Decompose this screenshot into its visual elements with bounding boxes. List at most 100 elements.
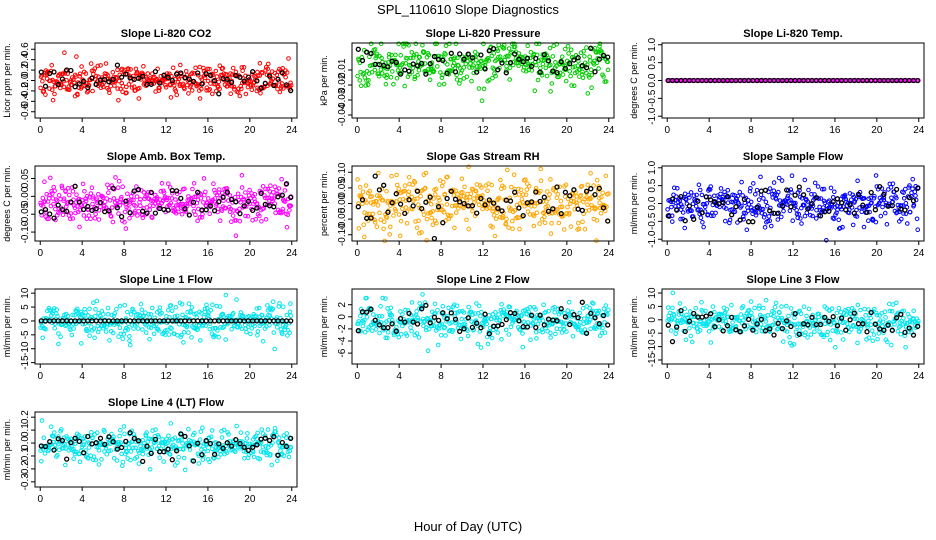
data-point — [471, 196, 477, 201]
reference-point — [402, 319, 408, 325]
x-tick-label: 0 — [37, 371, 43, 382]
reference-point — [266, 437, 273, 444]
reference-point — [42, 206, 49, 213]
data-point — [670, 290, 676, 296]
data-point — [476, 86, 482, 91]
data-point — [83, 198, 89, 204]
reference-point — [368, 50, 374, 57]
data-point — [168, 200, 174, 206]
data-point — [597, 41, 603, 47]
reference-point — [567, 321, 573, 328]
data-point — [472, 311, 478, 316]
y-axis-label: ml/min per min. — [629, 296, 639, 358]
data-point — [101, 312, 106, 317]
data-point — [520, 200, 526, 205]
x-tick-label: 4 — [706, 125, 712, 136]
data-point — [48, 175, 53, 181]
data-point — [422, 319, 428, 325]
data-point — [110, 330, 116, 336]
data-point — [87, 333, 92, 339]
reference-point — [254, 78, 260, 84]
data-point — [157, 455, 162, 461]
data-point — [237, 218, 243, 224]
data-point — [203, 189, 208, 195]
data-point — [117, 433, 122, 439]
data-point — [411, 53, 417, 58]
reference-point — [851, 210, 857, 216]
data-point — [412, 180, 418, 185]
data-point — [781, 339, 786, 344]
data-point — [102, 429, 107, 434]
reference-point — [474, 210, 480, 216]
data-point — [159, 181, 165, 186]
data-point — [720, 197, 726, 203]
reference-point — [152, 436, 159, 443]
data-point — [378, 41, 384, 47]
reference-point — [123, 198, 129, 204]
data-point — [754, 187, 760, 193]
data-point — [887, 308, 893, 314]
reference-point — [228, 79, 235, 86]
data-point — [547, 45, 553, 51]
x-tick-label: 24 — [603, 248, 615, 259]
y-tick-label: -15 — [20, 355, 31, 370]
data-point — [43, 209, 49, 215]
x-tick-label: 4 — [79, 371, 85, 382]
data-point — [474, 57, 479, 63]
data-point — [283, 74, 288, 80]
data-point — [238, 200, 243, 205]
data-point — [396, 334, 402, 340]
reference-point — [102, 441, 108, 448]
reference-point — [389, 58, 395, 64]
reference-point — [830, 314, 836, 320]
data-point — [863, 313, 869, 318]
data-point — [249, 326, 255, 331]
x-tick-label: 20 — [244, 125, 256, 136]
x-tick-label: 24 — [286, 494, 298, 505]
data-point — [179, 332, 184, 338]
x-tick-label: 16 — [519, 371, 531, 382]
y-tick-label: 0.2 — [20, 410, 31, 424]
data-point — [188, 83, 193, 88]
reference-point — [262, 201, 268, 208]
data-point — [749, 310, 754, 316]
reference-point — [707, 311, 714, 317]
reference-point — [490, 323, 497, 329]
data-point — [176, 454, 181, 460]
data-point — [152, 74, 157, 80]
data-point — [535, 77, 541, 83]
data-point — [546, 308, 552, 314]
data-point — [779, 214, 784, 220]
x-tick-label: 16 — [829, 125, 841, 136]
data-point — [270, 306, 276, 312]
data-point — [694, 192, 699, 198]
data-point — [128, 67, 133, 72]
data-point — [198, 338, 203, 343]
data-point — [169, 326, 174, 331]
x-axis: 0 4 8 12 16 20 24 — [37, 241, 298, 259]
reference-point — [355, 204, 361, 210]
data-point — [834, 310, 840, 316]
data-point — [441, 209, 447, 215]
data-point — [586, 208, 592, 213]
data-point — [453, 210, 459, 215]
reference-point — [195, 189, 201, 195]
data-point — [802, 202, 807, 208]
data-point — [248, 331, 253, 337]
data-point — [829, 306, 835, 312]
data-point — [388, 75, 394, 80]
reference-point — [596, 56, 602, 62]
data-point — [111, 186, 117, 192]
data-point — [606, 191, 611, 196]
data-point — [532, 88, 538, 93]
y-tick-label: 0.05 — [337, 178, 348, 198]
reference-point — [674, 207, 680, 213]
reference-point — [588, 45, 594, 51]
data-point — [88, 61, 94, 66]
figure-xlabel: Hour of Day (UTC) — [414, 519, 522, 534]
data-point — [85, 328, 90, 334]
reference-point — [114, 446, 121, 452]
reference-point — [554, 184, 560, 190]
reference-point — [703, 194, 709, 200]
reference-point — [431, 235, 438, 242]
